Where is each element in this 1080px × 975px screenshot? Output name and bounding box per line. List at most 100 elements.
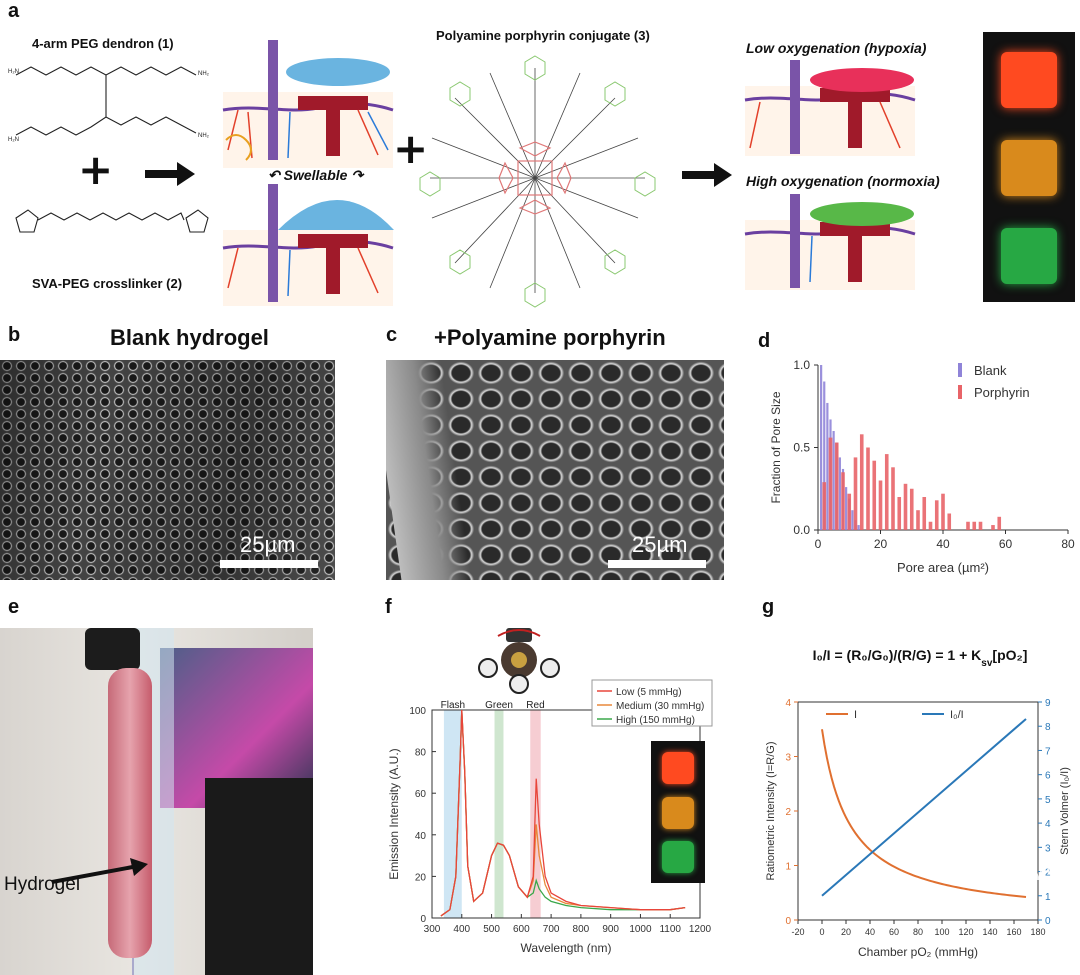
y-left-tick-label: 2 (785, 807, 791, 818)
bar-porphyrin (947, 513, 952, 530)
swellable-label: ↶ Swellable ↷ (268, 167, 363, 184)
series-line (440, 709, 686, 917)
hydrogel-hypoxia (810, 68, 914, 92)
hydrogel-swollen (278, 200, 394, 230)
x-tick-label: 80 (913, 927, 923, 937)
band-green (494, 710, 504, 918)
bar-porphyrin (891, 467, 895, 530)
y-left-tick-label: 0 (785, 916, 791, 927)
legend-label: Low (5 mmHg) (616, 687, 682, 698)
scalebar-b (220, 560, 318, 568)
bar-porphyrin (822, 482, 827, 530)
skin-tissue-2 (222, 184, 394, 306)
bar-porphyrin (916, 510, 920, 530)
bar-porphyrin (941, 493, 945, 530)
x-axis-label: Wavelength (nm) (521, 941, 612, 955)
y-tick-label: 0 (420, 914, 426, 925)
y-right-tick-label: 1 (1045, 892, 1051, 903)
x-tick-label: 160 (1006, 927, 1021, 937)
bar-porphyrin (847, 493, 852, 530)
bar-porphyrin (859, 434, 864, 530)
bar-blank (820, 365, 823, 530)
dendron-label: 4-arm PEG dendron (1) (32, 36, 174, 51)
x-tick-label: 80 (1061, 537, 1075, 551)
y-right-tick-label: 4 (1045, 819, 1051, 830)
skin-diagram-initial (222, 40, 394, 168)
equation-rhs: [pO₂] (992, 647, 1027, 663)
panel-letter-f: f (385, 596, 392, 618)
bar-porphyrin (922, 497, 927, 530)
panel-letter-g: g (762, 596, 775, 618)
x-tick-label: -20 (791, 927, 804, 937)
plus-icon-2: + (393, 124, 429, 173)
hydrogel-initial (286, 58, 390, 86)
band-label: Red (526, 700, 544, 711)
legend-swatch (958, 363, 962, 377)
bar-porphyrin (997, 516, 1002, 530)
skin-diagram-swollen (222, 184, 394, 306)
panel-c-title: +Polyamine porphyrin (434, 325, 666, 350)
x-tick-label: 300 (424, 924, 441, 935)
bar-porphyrin (934, 500, 939, 530)
y-right-tick-label: 8 (1045, 722, 1051, 733)
panel-b-title: Blank hydrogel (110, 325, 269, 350)
pore-size-chart: d 0 20 40 60 80 0.0 0.5 1.0 Pore area (µm²) Fract… (758, 330, 1075, 575)
square-f-high (662, 841, 694, 873)
skin-diagram-hypoxia (744, 60, 916, 156)
y-right-tick-label: 3 (1045, 843, 1051, 854)
crosslinker-structure (15, 209, 209, 233)
x-tick-label: 0 (819, 927, 824, 937)
legend-label: Porphyrin (974, 385, 1030, 400)
clamp (85, 628, 140, 670)
x-tick-label: 1100 (659, 924, 681, 935)
panel-letter-a: a (8, 0, 20, 22)
swell-arrow-left-icon: ↶ (268, 167, 284, 183)
scalebar-label-c: 25µm (632, 532, 688, 557)
x-tick-label: 60 (999, 537, 1013, 551)
oxygen-squares-photo-f (651, 741, 705, 883)
x-tick-label: 1000 (629, 924, 652, 935)
bar-porphyrin (909, 488, 914, 530)
panel-letter-b: b (8, 324, 21, 346)
x-axis-label: Chamber pO₂ (mmHg) (858, 945, 978, 959)
legend-label: Blank (974, 363, 1007, 378)
x-tick-label: 100 (934, 927, 949, 937)
plot-frame (797, 701, 1039, 921)
y-tick-label: 40 (415, 831, 427, 842)
bar-porphyrin (872, 460, 877, 530)
panel-letter-d: d (758, 330, 770, 352)
bar-porphyrin (972, 521, 977, 530)
oxygen-squares-photo (983, 32, 1075, 302)
bar-porphyrin (903, 483, 908, 530)
low-oxygen-label: Low oxygenation (hypoxia) (746, 40, 927, 56)
svg-text:H₂N: H₂N (8, 137, 19, 143)
equation: I₀/I = (R₀/G₀)/(R/G) = 1 + Ksv[pO₂] (813, 647, 1028, 669)
hydrogel-label: Hydrogel (4, 874, 81, 895)
bar-blank (823, 381, 826, 530)
y-left-tick-label: 1 (785, 862, 791, 873)
y-right-tick-label: 7 (1045, 746, 1051, 757)
y-left-tick-label: 3 (785, 753, 791, 764)
band-flash (443, 710, 462, 918)
square-f-medium (662, 797, 694, 829)
series-line (440, 709, 686, 917)
bar-porphyrin (978, 521, 983, 530)
x-axis-label: Pore area (µm²) (897, 560, 989, 575)
plus-icon-1: + (78, 145, 114, 194)
square-f-low (662, 752, 694, 784)
series-line-left (821, 729, 1027, 899)
bar-blank (832, 431, 835, 530)
x-tick-label: 20 (841, 927, 851, 937)
swell-arrow-right-icon: ↷ (347, 167, 364, 183)
x-tick-label: 500 (483, 924, 500, 935)
y-right-tick-label: 6 (1045, 771, 1051, 782)
legend-label: I (854, 709, 857, 721)
bar-porphyrin (853, 457, 858, 530)
dark-stand (205, 778, 313, 975)
square-normoxia (1001, 228, 1057, 284)
legend-swatch (958, 385, 962, 399)
dendron-structure: H₂N NH₂ H₂N NH₂ (8, 66, 210, 143)
hydrogel-normoxia (810, 202, 914, 226)
sem-image-blank: 25µm (0, 360, 335, 580)
